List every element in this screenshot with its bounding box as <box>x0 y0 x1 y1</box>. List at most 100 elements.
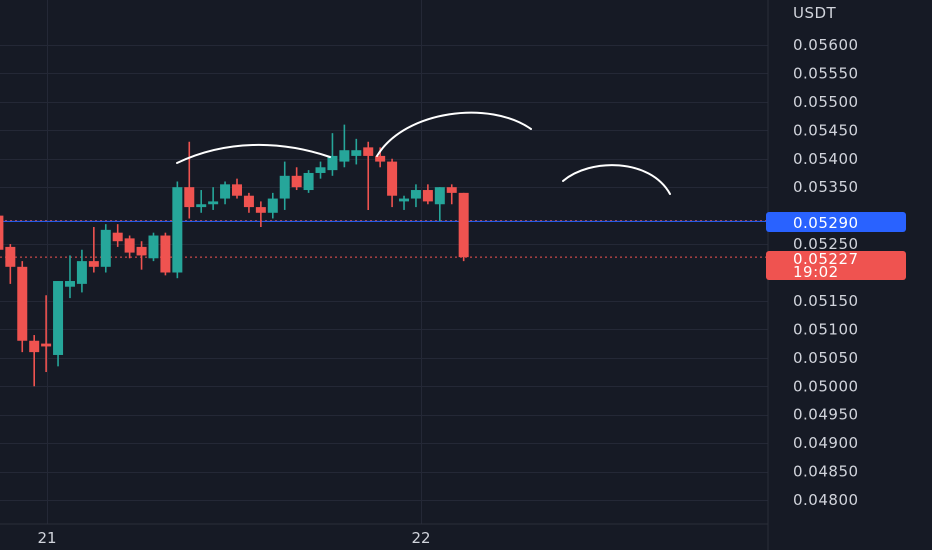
candle-body <box>29 340 40 353</box>
candle-body <box>327 155 338 171</box>
candle-body <box>148 235 159 259</box>
candle-body <box>410 190 421 199</box>
candle[interactable] <box>410 184 421 208</box>
countdown-text: 19:02 <box>793 263 839 281</box>
candle[interactable] <box>327 133 338 176</box>
candle[interactable] <box>446 184 457 205</box>
annotation-arc-right-shoulder[interactable] <box>562 164 671 195</box>
price-tick-label: 0.05250 <box>793 235 859 253</box>
candle[interactable] <box>5 244 16 284</box>
candle[interactable] <box>53 281 64 367</box>
candle-body <box>291 175 302 188</box>
candle-body <box>255 207 266 213</box>
candle[interactable] <box>315 161 326 179</box>
drawn-arcs[interactable] <box>176 111 671 195</box>
candle[interactable] <box>291 167 302 191</box>
price-tick-label: 0.05150 <box>793 292 859 310</box>
candle-body <box>17 266 28 341</box>
candle-body <box>208 201 219 205</box>
candle-body <box>160 235 171 273</box>
candle-body <box>267 198 278 213</box>
candle[interactable] <box>422 184 433 205</box>
candle-body <box>399 198 410 202</box>
blue-price-badge <box>766 212 906 232</box>
candle[interactable] <box>64 255 75 299</box>
candle-body <box>112 232 123 242</box>
candle[interactable] <box>76 249 87 293</box>
candle-body <box>53 281 64 355</box>
price-tick-label: 0.05400 <box>793 150 859 168</box>
candle[interactable] <box>124 235 135 259</box>
candle[interactable] <box>279 161 290 210</box>
candle[interactable] <box>458 192 469 262</box>
candle[interactable] <box>17 261 28 353</box>
candle-body <box>76 261 87 284</box>
candle[interactable] <box>267 192 278 219</box>
price-tick-label: 0.05500 <box>793 93 859 111</box>
candle-body <box>351 150 362 156</box>
price-badges: 0.05290 0.05227 19:02 <box>766 212 906 281</box>
candle[interactable] <box>196 190 207 213</box>
blue-price-badge-text: 0.05290 <box>793 214 859 232</box>
candle-body <box>0 215 4 250</box>
candle[interactable] <box>243 192 254 213</box>
time-tick-label: 21 <box>37 529 56 547</box>
candle[interactable] <box>29 335 40 387</box>
candle[interactable] <box>351 138 362 165</box>
candle[interactable] <box>363 141 374 210</box>
axes: USDT 0.05600 0.05550 0.05500 0.05450 0.05400… <box>0 0 859 550</box>
candle-body <box>232 184 242 196</box>
price-tick-label: 0.05350 <box>793 178 859 196</box>
candle[interactable] <box>255 201 266 227</box>
last-price-badge <box>766 251 906 280</box>
price-lines <box>0 220 768 258</box>
candle-body <box>196 204 207 208</box>
candles[interactable] <box>0 124 469 387</box>
price-tick-label: 0.05600 <box>793 36 859 54</box>
candle[interactable] <box>112 224 123 247</box>
candle[interactable] <box>208 187 219 210</box>
price-tick-label: 0.05100 <box>793 320 859 338</box>
price-tick-label: 0.05050 <box>793 349 859 367</box>
candle[interactable] <box>434 187 445 222</box>
candle-body <box>303 172 314 191</box>
candle-body <box>41 343 52 347</box>
price-tick-label: 0.04900 <box>793 434 859 452</box>
candle-body <box>458 192 469 258</box>
candle[interactable] <box>172 181 183 279</box>
candle[interactable] <box>88 227 99 273</box>
candle[interactable] <box>339 124 350 168</box>
candle-body <box>243 195 254 208</box>
annotation-arc-left-shoulder[interactable] <box>176 143 331 164</box>
candle[interactable] <box>220 181 231 205</box>
candle[interactable] <box>136 241 147 270</box>
candle[interactable] <box>100 224 111 273</box>
candle[interactable] <box>303 170 314 193</box>
annotation-arc-head[interactable] <box>376 111 532 157</box>
candle[interactable] <box>399 195 410 210</box>
candle-body <box>5 246 16 267</box>
candle-body <box>172 187 183 273</box>
candle[interactable] <box>41 295 52 373</box>
candle[interactable] <box>232 178 242 199</box>
candle[interactable] <box>0 213 4 250</box>
candle-body <box>88 261 99 267</box>
candle[interactable] <box>160 232 171 276</box>
time-tick-label: 22 <box>411 529 430 547</box>
candle-body <box>422 190 433 202</box>
candle[interactable] <box>387 158 398 208</box>
candle-body <box>363 147 374 156</box>
candle[interactable] <box>184 141 195 219</box>
last-price-badge-text: 0.05227 <box>793 250 859 268</box>
price-ticks: 0.05600 0.05550 0.05500 0.05450 0.05400 0.053… <box>793 36 859 509</box>
price-tick-label: 0.05550 <box>793 64 859 82</box>
candle-body <box>339 150 350 162</box>
candle[interactable] <box>148 232 159 262</box>
candle-body <box>446 187 457 193</box>
price-tick-label: 0.05000 <box>793 377 859 395</box>
candle-body <box>136 246 147 256</box>
currency-label: USDT <box>793 4 837 22</box>
candle-body <box>100 229 111 267</box>
